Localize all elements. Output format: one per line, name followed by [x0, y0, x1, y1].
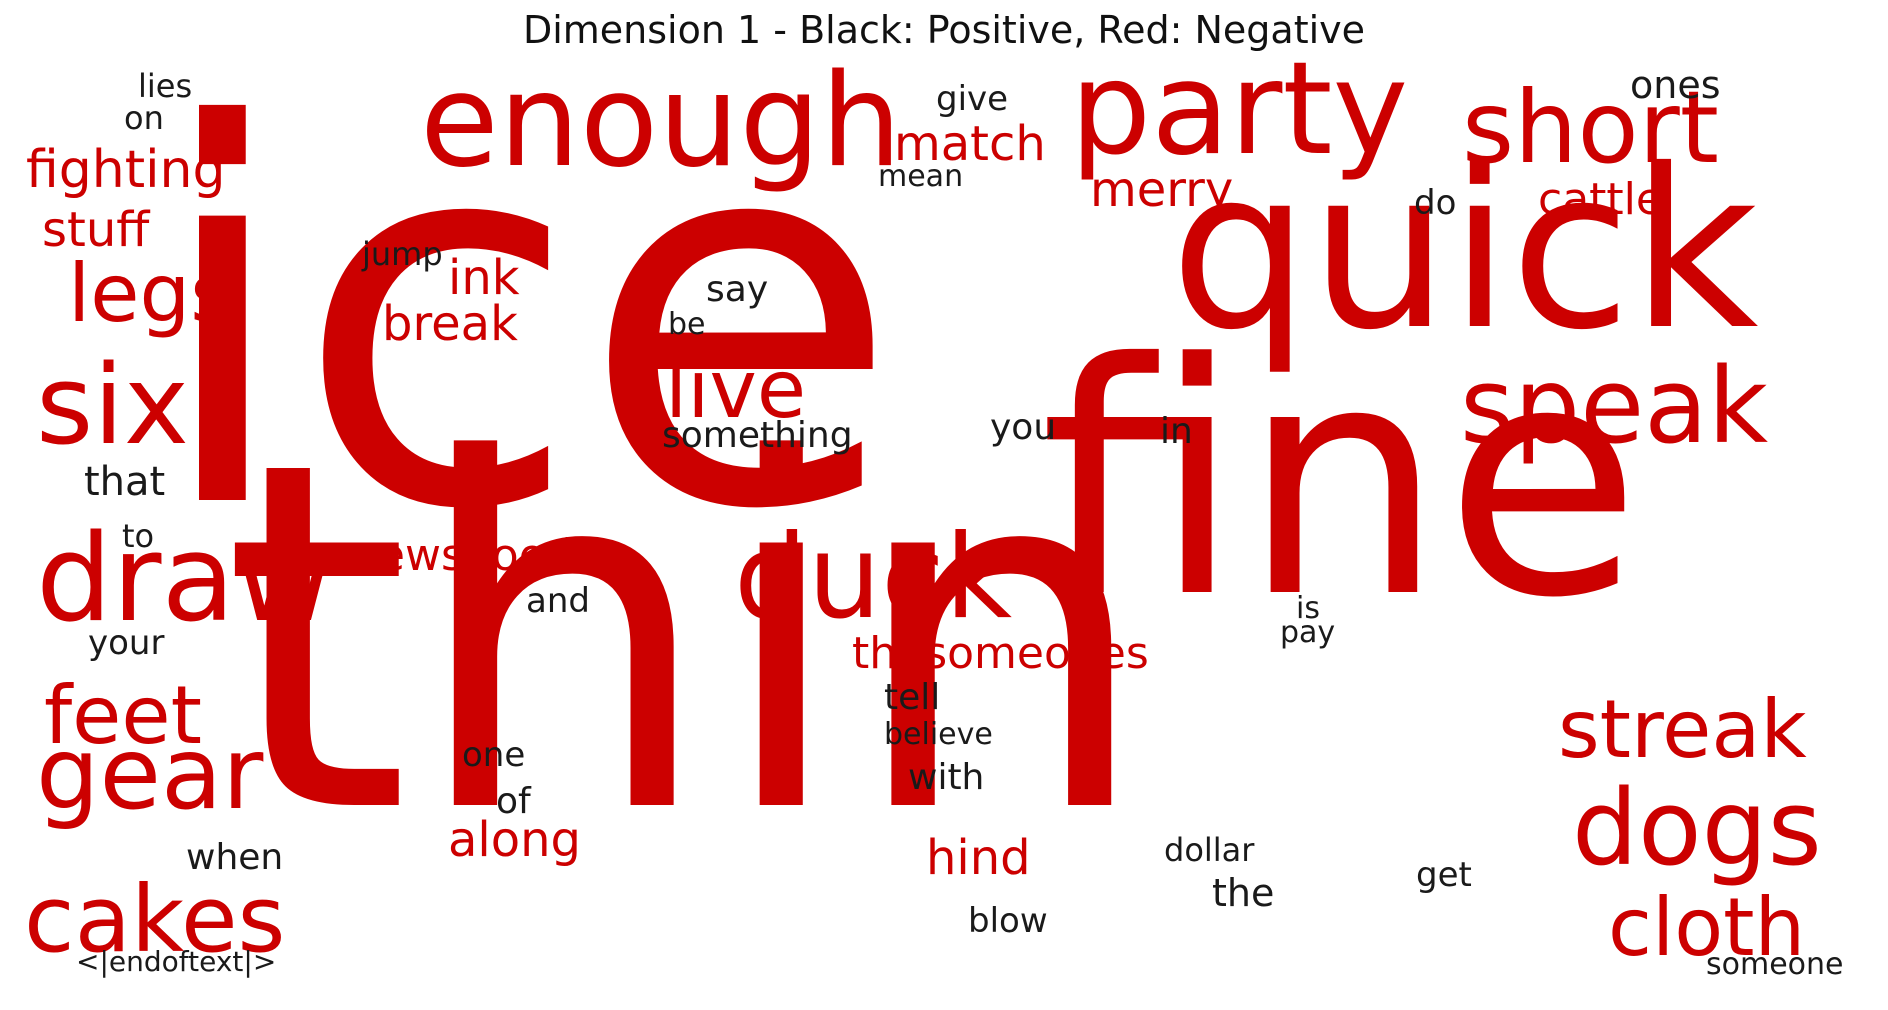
word: on: [124, 99, 164, 137]
word: one: [462, 735, 526, 775]
word: gear: [36, 715, 264, 832]
word: and: [526, 581, 590, 621]
word: dogs: [1572, 767, 1822, 889]
word: fine: [1040, 296, 1642, 668]
word: be: [668, 307, 706, 342]
word: of: [496, 781, 531, 822]
word: with: [908, 757, 985, 798]
word: draw: [36, 510, 334, 649]
word: ink: [448, 250, 520, 306]
chart-title: Dimension 1 - Black: Positive, Red: Nega…: [522, 8, 1366, 52]
word: lies: [138, 67, 193, 105]
word: get: [1416, 855, 1472, 895]
word: short: [1462, 69, 1719, 186]
word: quick: [1170, 122, 1759, 378]
word: your: [88, 623, 165, 663]
word: thesomeones: [852, 628, 1149, 679]
word: fighting: [26, 140, 226, 200]
word: enough: [420, 47, 902, 196]
word: streak: [1558, 683, 1807, 776]
word: mean: [878, 159, 964, 194]
word: jump: [362, 235, 443, 273]
word: feet: [44, 669, 202, 762]
word: stuff: [42, 202, 150, 258]
word: pay: [1280, 615, 1336, 650]
word: tell: [884, 677, 941, 718]
word: in: [1160, 411, 1193, 452]
word: is: [1296, 591, 1320, 626]
word: ones: [1630, 63, 1721, 107]
word: along: [448, 812, 582, 868]
word: that: [84, 459, 166, 505]
word: someone: [1706, 947, 1844, 982]
word: dollar: [1164, 831, 1255, 869]
word: alive: [616, 343, 807, 436]
word: give: [936, 79, 1009, 119]
word: newsgood: [350, 530, 574, 581]
word: when: [186, 837, 284, 878]
word: say: [706, 269, 769, 310]
word: match: [894, 116, 1046, 172]
word: duck: [734, 510, 1013, 645]
word: something: [662, 415, 853, 456]
word: hind: [926, 830, 1031, 886]
word: <|endoftext|>: [76, 945, 277, 978]
word: merry: [1090, 162, 1234, 218]
word: six: [36, 341, 189, 469]
word: thin: [222, 360, 1152, 919]
word: the: [1212, 871, 1275, 915]
word: to: [122, 517, 155, 555]
word: party: [1070, 35, 1409, 184]
word: you: [990, 407, 1057, 448]
word: believe: [884, 717, 993, 752]
word: break: [382, 296, 518, 352]
word: cakes: [24, 866, 286, 973]
word: cloth: [1608, 881, 1806, 974]
word: legs: [68, 247, 232, 340]
word: do: [1414, 183, 1457, 223]
word: ice: [150, 17, 901, 623]
word: speak: [1460, 345, 1769, 467]
word: blow: [968, 901, 1048, 941]
word: cattle: [1538, 174, 1663, 225]
